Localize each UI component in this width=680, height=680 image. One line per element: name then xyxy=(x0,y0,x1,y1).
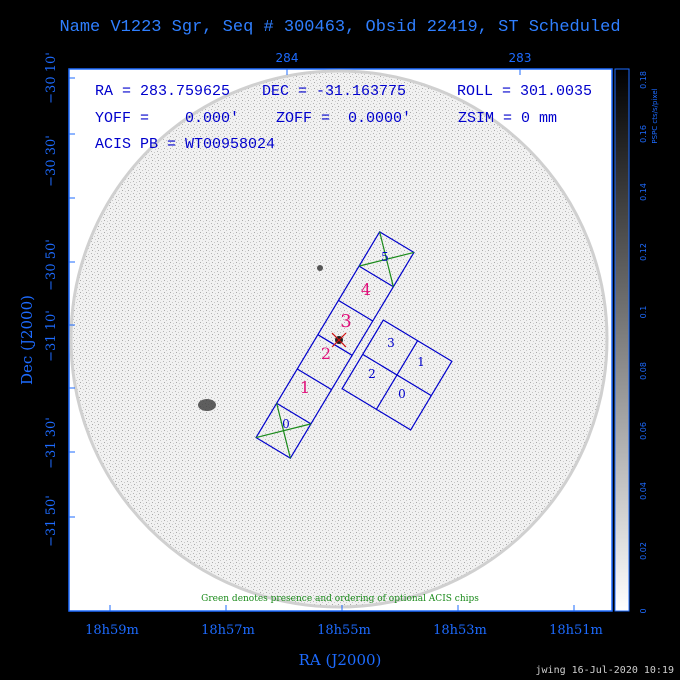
s-chip-label-4: 4 xyxy=(361,280,371,299)
dec-tick-label: −30 50' xyxy=(44,239,59,291)
target-marker xyxy=(331,332,347,348)
colorbar-tick: 0.04 xyxy=(639,482,648,500)
colorbar xyxy=(614,68,630,612)
optional-chip-cross xyxy=(255,423,312,439)
i-chip-label-3: 3 xyxy=(387,336,395,350)
yoff-readout: YOFF = 0.000' xyxy=(95,110,239,127)
colorbar-tick: 0.1 xyxy=(639,306,648,319)
y-axis-label: Dec (J2000) xyxy=(18,295,36,385)
i-chip-label-0: 0 xyxy=(398,387,406,401)
acis-pb-readout: ACIS PB = WT00958024 xyxy=(95,136,275,153)
roll-readout: ROLL = 301.0035 xyxy=(457,83,592,100)
zsim-readout: ZSIM = 0 mm xyxy=(458,110,557,127)
ra-tick-label: 18h53m xyxy=(433,623,487,638)
ra-readout: RA = 283.759625 xyxy=(95,83,230,100)
xray-source-blob xyxy=(198,399,216,411)
colorbar-tick: 0.14 xyxy=(639,183,648,201)
colorbar-tick: 0.12 xyxy=(639,243,648,261)
dec-tick-label: −30 30' xyxy=(44,135,59,187)
dec-tick-label: −31 30' xyxy=(44,417,59,469)
colorbar-tick: 0.08 xyxy=(639,362,648,380)
s-chip-label-3: 3 xyxy=(340,311,351,332)
x-axis-label: RA (J2000) xyxy=(299,651,382,669)
s-chip-label-1: 1 xyxy=(300,378,310,397)
ra-tick-label: 18h51m xyxy=(549,623,603,638)
zoff-readout: ZOFF = 0.0000' xyxy=(276,110,411,127)
sky-image-edge xyxy=(69,69,609,609)
s-chip-label-0: 0 xyxy=(282,417,290,431)
ra-tick-label: 18h55m xyxy=(317,623,371,638)
s-chip-label-2: 2 xyxy=(321,344,331,363)
i-chip-label-1: 1 xyxy=(417,355,425,369)
xray-source-point xyxy=(317,265,323,271)
colorbar-tick: 0.06 xyxy=(639,422,648,440)
optional-chip-cross xyxy=(358,251,415,267)
top-axis-label: 284 xyxy=(276,51,299,65)
footer-stamp: jwing 16-Jul-2020 10:19 xyxy=(535,665,674,676)
colorbar-tick: 0.16 xyxy=(639,125,648,143)
dec-tick-label: −31 10' xyxy=(44,310,59,362)
colorbar-tick: 0.18 xyxy=(639,71,648,89)
dec-readout: DEC = -31.163775 xyxy=(262,83,406,100)
optional-chips-note: Green denotes presence and ordering of o… xyxy=(201,594,479,604)
colorbar-tick: 0.02 xyxy=(639,542,648,560)
ra-tick-label: 18h57m xyxy=(201,623,255,638)
plot-title: Name V1223 Sgr, Seq # 300463, Obsid 2241… xyxy=(59,18,621,37)
dec-tick-label: −30 10' xyxy=(44,52,59,104)
acis-i-array xyxy=(341,319,453,431)
ra-tick-label: 18h59m xyxy=(85,623,139,638)
i-chip-label-2: 2 xyxy=(368,367,376,381)
dec-tick-label: −31 50' xyxy=(44,495,59,547)
colorbar-label: PSPC cts/s/pixel xyxy=(651,88,659,143)
s-chip-label-5: 5 xyxy=(381,250,389,264)
acis-s-array xyxy=(255,231,415,459)
top-axis-label: 283 xyxy=(509,51,532,65)
colorbar-tick: 0 xyxy=(639,608,648,613)
